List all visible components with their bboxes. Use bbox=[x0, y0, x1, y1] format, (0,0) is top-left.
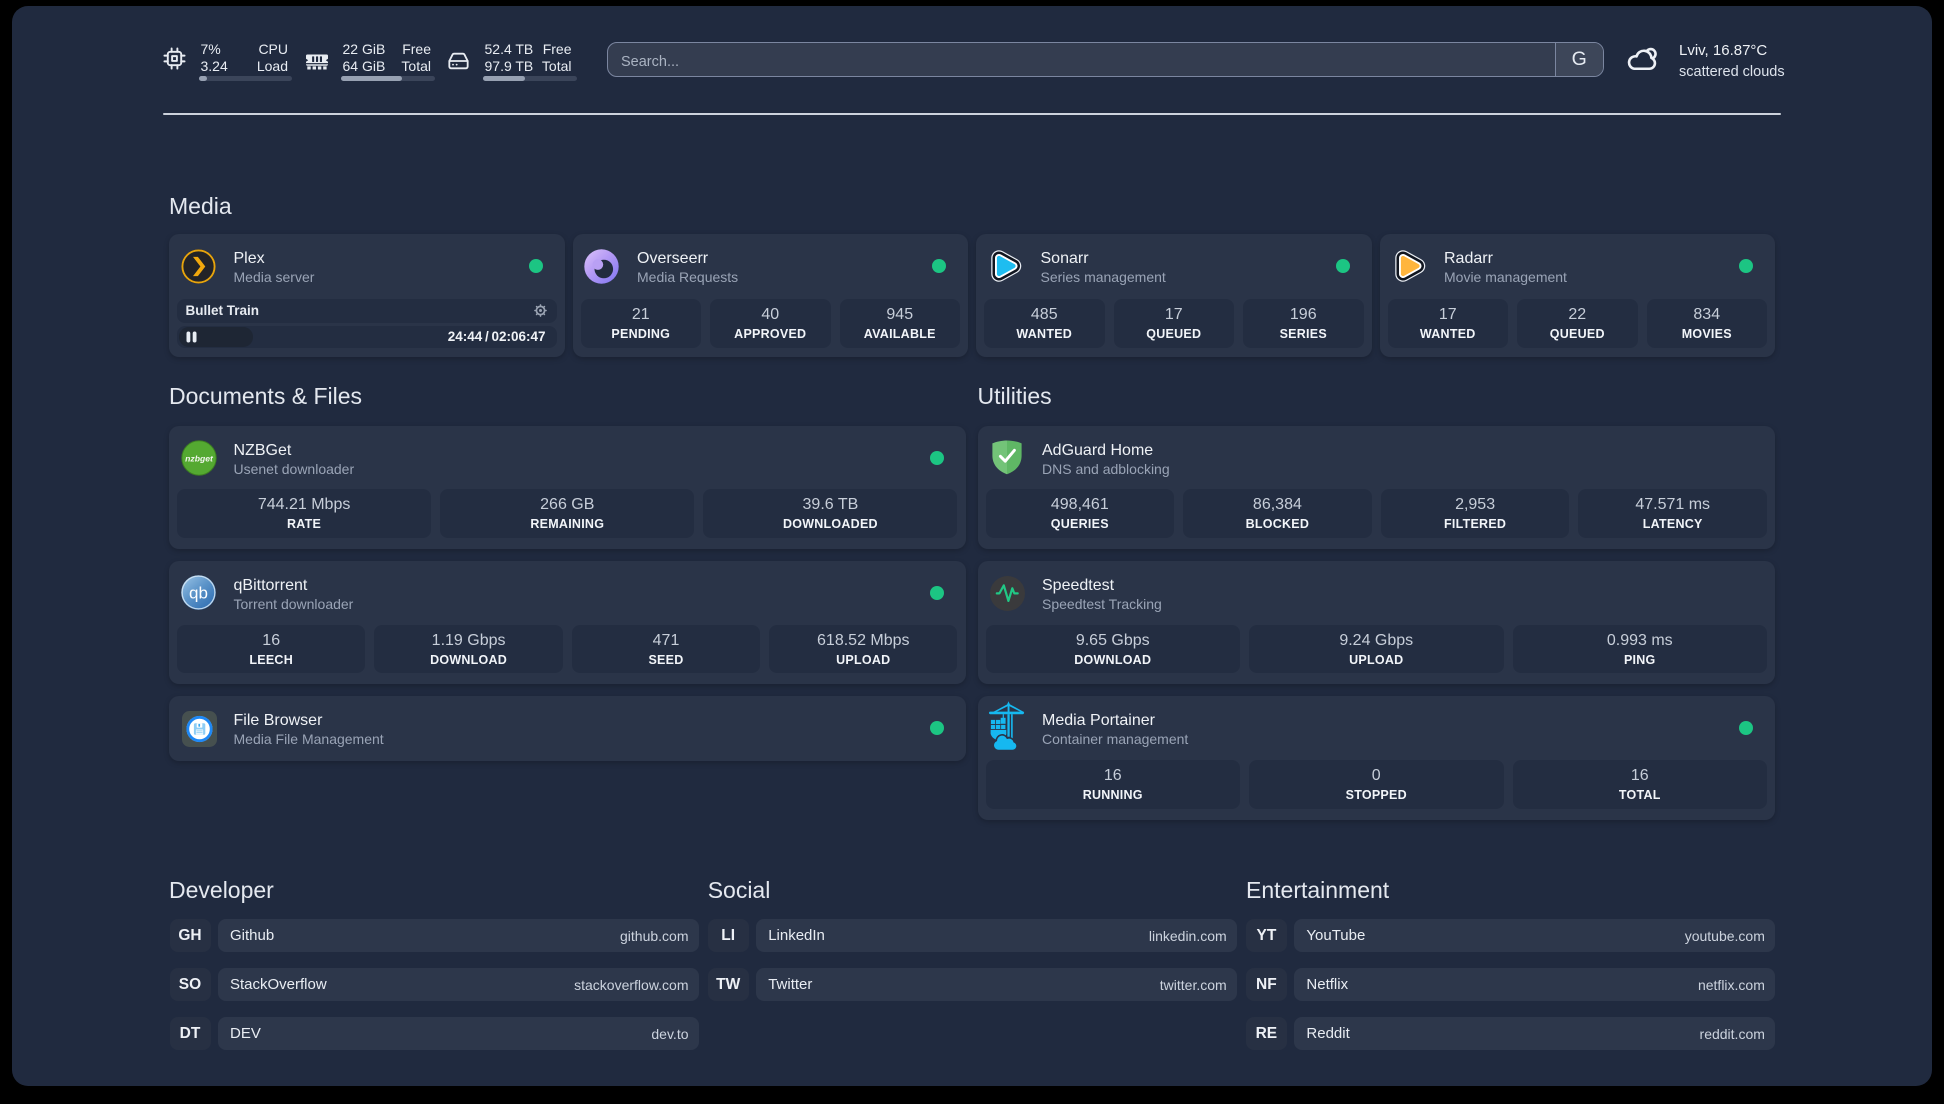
svg-text:qb: qb bbox=[189, 583, 208, 602]
svg-text:nzbget: nzbget bbox=[185, 453, 214, 463]
